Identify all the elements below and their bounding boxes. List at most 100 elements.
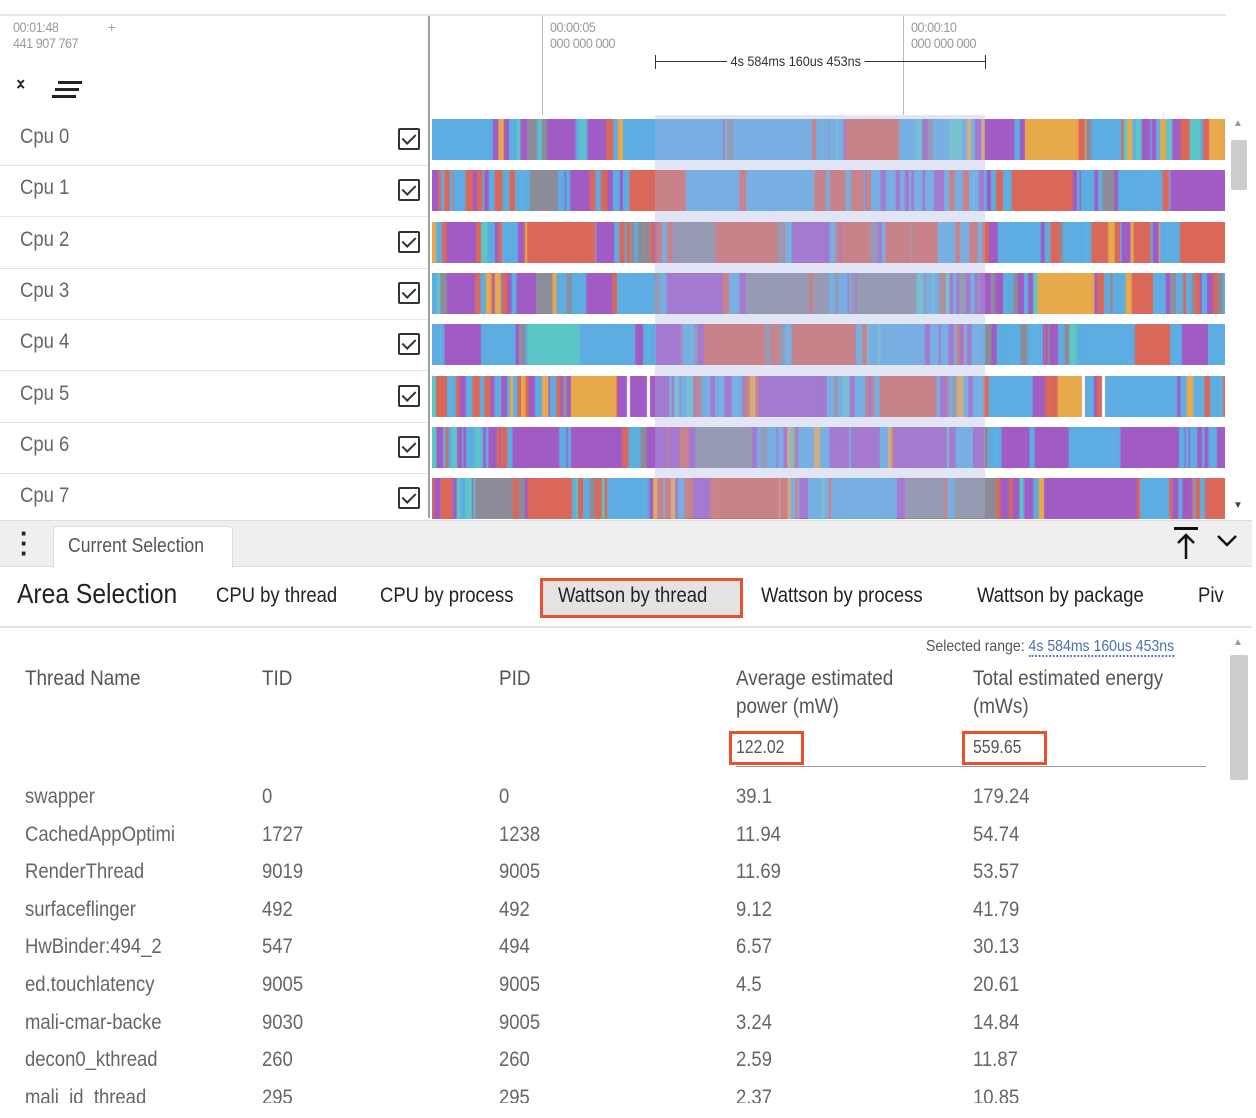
area-selection-title: Area Selection	[17, 578, 178, 609]
track-checkbox[interactable]	[398, 384, 420, 407]
panel-divider[interactable]	[428, 16, 430, 518]
table-scroll-thumb[interactable]	[1230, 655, 1248, 780]
track-cpu-2[interactable]: Cpu 2	[0, 217, 428, 269]
tab-cpu-by-process[interactable]: CPU by process	[380, 584, 514, 607]
cell: swapper	[25, 785, 95, 808]
collapse-panel-icon[interactable]	[1216, 534, 1238, 548]
track-cpu-1[interactable]: Cpu 1	[0, 166, 428, 218]
timeline-top-border	[0, 14, 1226, 16]
track-label: Cpu 0	[20, 125, 70, 148]
area-selection-tabs	[0, 568, 1252, 628]
cell: 492	[262, 897, 293, 921]
tab-current-selection[interactable]: Current Selection	[53, 526, 233, 568]
selected-range-link[interactable]: 4s 584ms 160us 453ns	[1028, 638, 1175, 657]
track-checkbox[interactable]	[398, 230, 420, 253]
scroll-up-icon[interactable]: ▲	[1233, 118, 1243, 129]
track-checkbox[interactable]	[398, 281, 420, 304]
cell: 30.13	[973, 935, 1020, 959]
span-cap	[655, 55, 656, 69]
cell: 547	[262, 935, 293, 959]
col-avg-power[interactable]: Average estimated power (mW)	[736, 667, 894, 718]
col-total-energy[interactable]: Total estimated energy (mWs)	[973, 667, 1164, 718]
cell: surfaceflinger	[25, 897, 136, 921]
table-scroll-up-icon[interactable]: ▲	[1233, 637, 1243, 648]
cell: 41.79	[973, 897, 1020, 921]
cpu-5-slices[interactable]	[432, 375, 1225, 417]
cell: 9030	[262, 1010, 304, 1034]
cell: 1727	[262, 822, 304, 846]
scroll-down-icon[interactable]: ▼	[1233, 500, 1243, 511]
cpu-6-slices[interactable]	[432, 426, 1225, 468]
track-cpu-5[interactable]: Cpu 5	[0, 371, 428, 423]
cell: 11.87	[973, 1048, 1018, 1072]
cell: 0	[262, 785, 273, 808]
cell: 260	[262, 1048, 293, 1072]
tab-cpu-by-thread[interactable]: CPU by thread	[216, 584, 338, 607]
cpu-3-slices[interactable]	[432, 272, 1225, 314]
track-cpu-0[interactable]: Cpu 0	[0, 115, 428, 166]
track-checkbox[interactable]	[398, 128, 420, 150]
header-divider	[736, 766, 1206, 767]
table-clip	[0, 1103, 1256, 1118]
tab-wattson-by-process[interactable]: Wattson by process	[761, 584, 923, 607]
cell: 4.5	[736, 973, 762, 996]
cpu-7-slices[interactable]	[432, 478, 1225, 520]
tick-line	[542, 16, 543, 115]
cell: 39.1	[736, 785, 772, 808]
col-tid[interactable]: TID	[262, 667, 293, 690]
col-pid[interactable]: PID	[499, 667, 531, 690]
sort-lines-icon[interactable]	[52, 80, 84, 100]
tracks-scrollbar[interactable]	[1228, 115, 1250, 518]
cell: 3.24	[736, 1010, 772, 1034]
cell: 2.59	[736, 1048, 772, 1072]
tracks-scroll-thumb[interactable]	[1231, 140, 1247, 190]
track-checkbox[interactable]	[398, 333, 420, 356]
tab-wattson-by-package[interactable]: Wattson by package	[977, 584, 1144, 607]
track-checkbox[interactable]	[398, 179, 420, 202]
cell: 260	[499, 1048, 530, 1072]
cell: decon0_kthread	[25, 1048, 158, 1072]
active-tab-highlight	[540, 578, 743, 618]
energy-total-highlight	[962, 731, 1047, 765]
track-label: Cpu 3	[20, 278, 70, 302]
avg-power-total: 122.02	[736, 737, 785, 757]
selection-span-label: 4s 584ms 160us 453ns	[727, 53, 865, 69]
avg-total-highlight	[729, 731, 804, 765]
track-cpu-3[interactable]: Cpu 3	[0, 268, 428, 320]
track-cpu-6[interactable]: Cpu 6	[0, 422, 428, 474]
expand-collapse-icon[interactable]: ⌄ ⌃	[14, 71, 28, 100]
track-label: Cpu 5	[20, 381, 70, 405]
track-checkbox[interactable]	[398, 435, 420, 458]
tab-wattson-by-thread[interactable]: Wattson by thread	[558, 584, 708, 607]
cell: 11.94	[736, 822, 781, 846]
cpu-4-slices[interactable]	[432, 324, 1225, 366]
cell: 0	[499, 785, 510, 808]
track-cpu-4[interactable]: Cpu 4	[0, 320, 428, 372]
cell: 9.12	[736, 897, 772, 921]
maximize-panel-icon[interactable]	[1172, 526, 1200, 560]
span-cap	[985, 55, 986, 69]
track-checkbox[interactable]	[398, 487, 420, 510]
cell: HwBinder:494_2	[25, 935, 162, 959]
cell: 14.84	[973, 1010, 1020, 1034]
cell: 9005	[499, 1010, 541, 1034]
cpu-1-slices[interactable]	[432, 170, 1225, 212]
tab-pivot[interactable]: Piv	[1198, 584, 1224, 607]
cell: 20.61	[973, 973, 1020, 996]
cpu-2-slices[interactable]	[432, 221, 1225, 263]
col-thread-name[interactable]: Thread Name	[25, 667, 141, 690]
cell: 492	[499, 897, 530, 921]
offset-plus: +	[108, 19, 115, 35]
cell: ed.touchlatency	[25, 973, 155, 996]
cpu-0-slices[interactable]	[432, 119, 1225, 160]
cell: 6.57	[736, 935, 772, 959]
tick-label-10s: 00:00:10 000 000 000	[911, 19, 977, 51]
track-label: Cpu 6	[20, 432, 70, 456]
cell: RenderThread	[25, 860, 145, 884]
cell: 9005	[499, 973, 541, 996]
cell: 1238	[499, 822, 541, 846]
tick-line	[903, 16, 904, 115]
track-cpu-7[interactable]: Cpu 7	[0, 474, 428, 526]
more-vert-icon[interactable]: · · ·	[20, 518, 29, 568]
energy-total: 559.65	[973, 737, 1022, 757]
